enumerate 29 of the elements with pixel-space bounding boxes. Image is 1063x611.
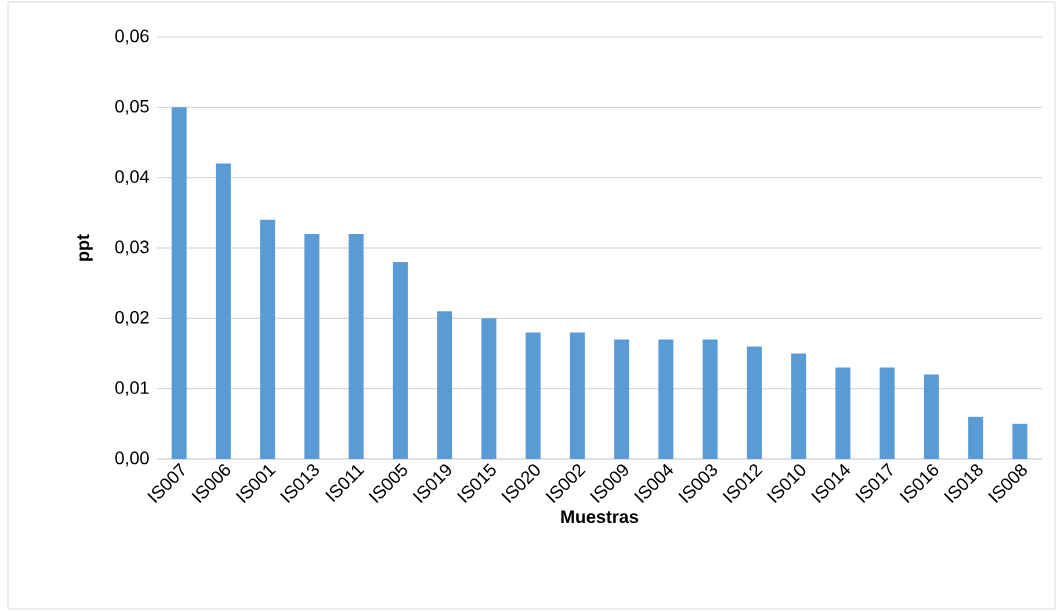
bar: [260, 219, 276, 459]
bar: [481, 318, 497, 459]
bar: [437, 311, 453, 459]
bar: [702, 339, 718, 459]
bar: [835, 367, 851, 459]
bar: [923, 374, 939, 459]
bar: [215, 163, 231, 459]
x-axis-title: Muestras: [561, 510, 639, 524]
y-tick-label: 0,04: [115, 170, 149, 186]
bar: [525, 332, 541, 459]
bar: [879, 367, 895, 459]
bar: [1012, 423, 1028, 459]
y-tick-label: 0,00: [115, 451, 149, 467]
y-tick-label: 0,06: [115, 29, 149, 45]
y-tick-label: 0,01: [115, 381, 149, 397]
bar: [392, 262, 408, 459]
bar: [348, 233, 364, 459]
bar: [569, 332, 585, 459]
y-tick-label: 0,03: [115, 240, 149, 256]
y-tick-label: 0,02: [115, 310, 149, 326]
y-axis-title: ppt: [77, 234, 93, 261]
y-tick-label: 0,05: [115, 99, 149, 115]
bar: [304, 233, 320, 459]
bar: [968, 416, 984, 459]
bar: [791, 353, 807, 459]
bar: [614, 339, 630, 459]
bar: [658, 339, 674, 459]
bar: [746, 346, 762, 459]
bar: [171, 107, 187, 459]
